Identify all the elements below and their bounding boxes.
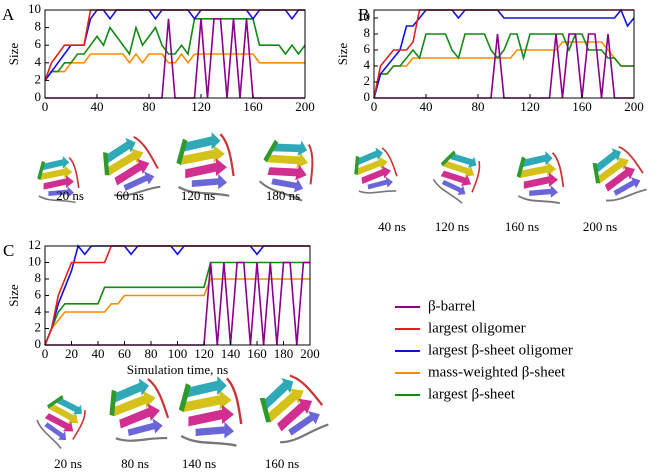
y-tick-label: 0 <box>364 89 371 104</box>
snapshot-label: 20 ns <box>56 188 84 203</box>
snapshot-label: 80 ns <box>121 456 149 471</box>
legend-label: largest β-sheet <box>428 386 516 402</box>
snapshot-label: 160 ns <box>505 219 539 234</box>
x-tick-label: 120 <box>520 99 540 114</box>
x-tick-label: 120 <box>194 346 214 361</box>
panel-label: A <box>2 5 15 24</box>
y-axis-label: Size <box>6 284 21 307</box>
x-tick-label: 120 <box>191 99 211 114</box>
y-tick-label: 10 <box>357 9 370 24</box>
series-line <box>44 261 310 346</box>
series-line <box>44 18 306 81</box>
snapshot-label: 120 ns <box>181 188 215 203</box>
series-line <box>373 9 634 99</box>
y-tick-label: 6 <box>35 36 42 51</box>
snapshot-label: 200 ns <box>583 219 617 234</box>
legend-label: largest oligomer <box>428 320 526 336</box>
y-tick-label: 0 <box>35 89 42 104</box>
y-tick-label: 2 <box>364 73 371 88</box>
legend-label: largest β-sheet oligomer <box>428 342 573 358</box>
legend-label: β-barrel <box>428 298 476 314</box>
snapshot-label: 20 ns <box>54 456 82 471</box>
x-tick-label: 40 <box>420 99 433 114</box>
y-tick-label: 2 <box>35 319 42 334</box>
plot-frame <box>373 9 635 99</box>
series-line <box>44 278 310 346</box>
plot-frame <box>44 9 306 99</box>
snapshot-label: 120 ns <box>435 219 469 234</box>
y-tick-label: 6 <box>364 41 371 56</box>
x-tick-label: 180 <box>274 346 294 361</box>
series-line <box>45 18 305 99</box>
x-tick-label: 60 <box>118 346 131 361</box>
x-tick-label: 160 <box>247 346 267 361</box>
panel-label: C <box>3 241 14 260</box>
y-tick-label: 2 <box>35 71 42 86</box>
y-tick-label: 8 <box>35 270 42 285</box>
x-axis-label: Simulation time, ns <box>127 362 228 377</box>
x-tick-label: 40 <box>92 346 105 361</box>
x-tick-label: 20 <box>65 346 78 361</box>
x-tick-label: 200 <box>624 99 644 114</box>
y-tick-label: 6 <box>35 286 42 301</box>
snapshot-label: 160 ns <box>265 456 299 471</box>
x-tick-label: 160 <box>243 99 263 114</box>
y-tick-label: 8 <box>35 19 42 34</box>
x-tick-label: 200 <box>295 99 315 114</box>
series-line <box>373 41 634 99</box>
y-axis-label: Size <box>335 43 350 66</box>
x-tick-label: 0 <box>371 99 378 114</box>
y-tick-label: 8 <box>364 25 371 40</box>
snapshot-label: 40 ns <box>378 219 406 234</box>
x-tick-label: 40 <box>91 99 104 114</box>
y-tick-label: 10 <box>28 253 41 268</box>
panel-label: B <box>358 5 369 24</box>
y-tick-label: 4 <box>35 54 42 69</box>
snapshot-label: 60 ns <box>116 188 144 203</box>
series-line <box>373 8 635 99</box>
series-line <box>44 52 305 81</box>
series-line <box>374 33 634 99</box>
x-tick-label: 80 <box>472 99 485 114</box>
x-tick-label: 80 <box>143 99 156 114</box>
x-tick-label: 0 <box>42 346 49 361</box>
y-tick-label: 0 <box>35 336 42 351</box>
legend-label: mass-weighted β-sheet <box>428 364 566 380</box>
x-tick-label: 160 <box>572 99 592 114</box>
series-line <box>373 33 634 99</box>
y-axis-label: Size <box>6 43 21 66</box>
snapshot-label: 140 ns <box>182 456 216 471</box>
y-tick-label: 10 <box>28 1 41 16</box>
x-tick-label: 80 <box>145 346 158 361</box>
y-tick-label: 12 <box>28 237 41 252</box>
x-tick-label: 200 <box>300 346 320 361</box>
y-tick-label: 4 <box>364 57 371 72</box>
x-tick-label: 140 <box>221 346 241 361</box>
snapshot-label: 180 ns <box>266 188 300 203</box>
x-tick-label: 0 <box>42 99 49 114</box>
y-tick-label: 4 <box>35 303 42 318</box>
x-tick-label: 100 <box>168 346 188 361</box>
snapshot-images <box>30 129 651 453</box>
